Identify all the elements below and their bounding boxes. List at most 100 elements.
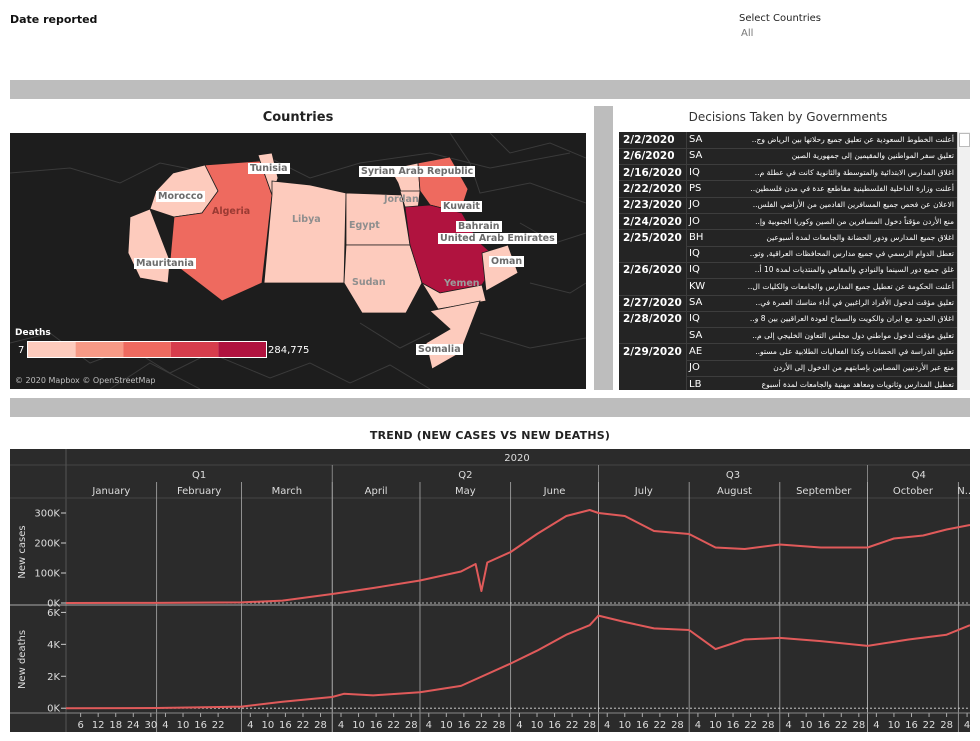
decision-text: اغلاق جميع المدارس ودور الحضانة والجامعا… <box>766 232 954 242</box>
map-label-algeria: Algeria <box>212 206 251 217</box>
quarter-label: Q3 <box>726 470 740 481</box>
legend-swatch <box>75 342 124 357</box>
decision-country: JO <box>689 199 700 211</box>
date-reported-label: Date reported <box>10 13 98 26</box>
map-label-uae: United Arab Emirates <box>438 233 557 244</box>
y-tick-label: 0K <box>47 599 60 610</box>
country-libya[interactable] <box>263 180 347 284</box>
decision-row[interactable]: IQ تعطل الدوام الرسمي في جميع مدارس المحا… <box>619 246 957 262</box>
x-tick-label: 10 <box>888 720 901 731</box>
decision-row[interactable]: 2/2/2020 SA أعلنت الخطوط السعودية عن تعليق… <box>619 132 957 148</box>
trend-canvas: 2020 Q1 Q2 Q3 Q4 January February March April May… <box>10 449 971 732</box>
legend-swatch <box>123 342 171 357</box>
map-legend-ramp <box>27 341 267 358</box>
y-tick-label: 2K <box>47 672 60 683</box>
decision-row[interactable]: 2/29/2020 AE تعليق الدراسة في الحضانات وكذ… <box>619 344 957 360</box>
decision-row[interactable]: KW أعلنت الحكومة عن تعطيل جميع المدارس وا… <box>619 279 957 295</box>
decision-row[interactable]: 2/16/2020 IQ اغلاق المدارس الابتدائية والم… <box>619 165 957 181</box>
x-tick-label: 22 <box>923 720 936 731</box>
x-tick-label: 4 <box>162 720 168 731</box>
x-tick-label: 10 <box>618 720 631 731</box>
x-tick-label: 22 <box>835 720 848 731</box>
decision-country: SA <box>689 134 703 145</box>
x-tick-label: 10 <box>440 720 453 731</box>
countries-map[interactable]: Tunisia Morocco Algeria Libya Egypt Syri… <box>10 133 586 389</box>
map-attribution: © 2020 Mapbox © OpenStreetMap <box>15 376 156 385</box>
x-tick-label: 22 <box>654 720 667 731</box>
divider-bar-top <box>10 80 970 99</box>
decision-row-divider <box>619 147 957 149</box>
x-tick-label: 22 <box>212 720 225 731</box>
decision-country: IQ <box>689 166 700 178</box>
map-canvas <box>10 133 586 389</box>
x-tick-label: 28 <box>493 720 506 731</box>
decision-row[interactable]: 2/22/2020 PS أعلنت وزارة الداخلية الفلسطين… <box>619 181 957 197</box>
country-mauritania[interactable] <box>127 208 171 284</box>
decision-row[interactable]: JO منع عبر الأردنيين المصابين بإصابتهم من… <box>619 360 957 376</box>
map-title: Countries <box>262 110 334 125</box>
decisions-scrollbar[interactable] <box>957 132 970 390</box>
decision-row[interactable]: 2/24/2020 JO منع الأردن مؤقتاً دخول المساف… <box>619 214 957 230</box>
decision-text: تعليق سفر المواطنين والمقيمين إلى جمهوري… <box>791 151 954 161</box>
decision-country: LB <box>689 378 702 390</box>
map-label-somalia: Somalia <box>416 344 463 355</box>
decision-column-divider <box>686 132 687 390</box>
decision-date: 2/26/2020 <box>623 264 682 277</box>
decision-row[interactable]: 2/28/2020 IQ اغلاق الحدود مع ايران والكويت… <box>619 311 957 327</box>
trend-chart[interactable]: 2020 Q1 Q2 Q3 Q4 January February March April May… <box>10 449 971 732</box>
x-tick-label: 4 <box>785 720 791 731</box>
decisions-table[interactable]: 2/2/2020 SA أعلنت الخطوط السعودية عن تعليق… <box>619 132 957 390</box>
country-shapes[interactable] <box>127 152 519 370</box>
month-label: September <box>796 486 852 497</box>
month-label: N.. <box>957 486 970 497</box>
x-tick-label: 16 <box>279 720 292 731</box>
decision-row[interactable]: 2/23/2020 JO الاعلان عن فحص جميع المسافرين… <box>619 197 957 213</box>
country-oman[interactable] <box>481 244 519 292</box>
decision-text: تعطل الدوام الرسمي في جميع مدارس المحافظ… <box>749 249 954 259</box>
decision-text: أعلنت وزارة الداخلية الفلسطينية مقاطعع ع… <box>750 183 954 193</box>
decision-row[interactable]: 2/25/2020 BH اغلاق جميع المدارس ودور الحضا… <box>619 230 957 246</box>
y-tick-label: 200K <box>34 539 60 550</box>
decision-row-divider <box>687 245 957 247</box>
month-label: February <box>177 486 221 497</box>
country-somalia[interactable] <box>425 300 481 370</box>
decision-row-divider <box>619 229 957 231</box>
decision-row[interactable]: 2/6/2020 SA تعليق سفر المواطنين والمقيمين … <box>619 148 957 164</box>
decision-row[interactable]: 2/27/2020 SA تعليق مؤقت لدخول الأفراد الرا… <box>619 295 957 311</box>
month-label: January <box>91 486 130 497</box>
decision-country: IQ <box>689 313 700 325</box>
x-tick-label: 10 <box>352 720 365 731</box>
decision-row-divider <box>687 376 957 377</box>
x-tick-label: 6 <box>77 720 83 731</box>
map-label-libya: Libya <box>292 214 321 225</box>
decision-row-divider <box>687 327 957 329</box>
decision-row-divider <box>687 359 957 361</box>
decision-date: 2/24/2020 <box>623 215 682 228</box>
decision-row-divider <box>619 261 957 263</box>
select-countries-label: Select Countries <box>739 13 821 24</box>
decision-row[interactable]: 2/26/2020 IQ غلق جميع دور السينما والنوادي… <box>619 262 957 278</box>
decision-text: الاعلان عن فحص جميع المسافرين القادمين م… <box>752 200 954 210</box>
series-line-new-cases[interactable] <box>65 509 971 604</box>
decision-row[interactable]: LB تعطيل المدارس وثانويات ومعاهد مهنية وا… <box>619 377 957 391</box>
decision-country: BH <box>689 231 704 243</box>
x-tick-label: 16 <box>905 720 918 731</box>
decisions-title: Decisions Taken by Governments <box>688 110 888 124</box>
decision-text: تعطيل المدارس وثانويات ومعاهد مهنية والج… <box>761 379 954 389</box>
select-countries-dropdown[interactable]: All <box>741 28 754 39</box>
x-tick-label: 4 <box>695 720 701 731</box>
x-tick-label: 16 <box>548 720 561 731</box>
x-tick-label: 10 <box>800 720 813 731</box>
decisions-scroll-thumb[interactable] <box>959 133 970 147</box>
decision-row[interactable]: SA تعليق مؤقت لدخول مواطني دول مجلس التعا… <box>619 328 957 344</box>
series-line-new-deaths[interactable] <box>65 614 971 710</box>
decision-country: JO <box>689 215 700 227</box>
decision-date: 2/25/2020 <box>623 231 682 244</box>
y-tick-label: 100K <box>34 569 60 580</box>
map-label-jordan: Jordan <box>384 194 419 205</box>
month-label: August <box>717 486 752 497</box>
x-tick-label: 22 <box>387 720 400 731</box>
month-label: May <box>455 486 476 497</box>
country-yemen[interactable] <box>420 281 487 310</box>
legend-max: 284,775 <box>268 345 310 356</box>
